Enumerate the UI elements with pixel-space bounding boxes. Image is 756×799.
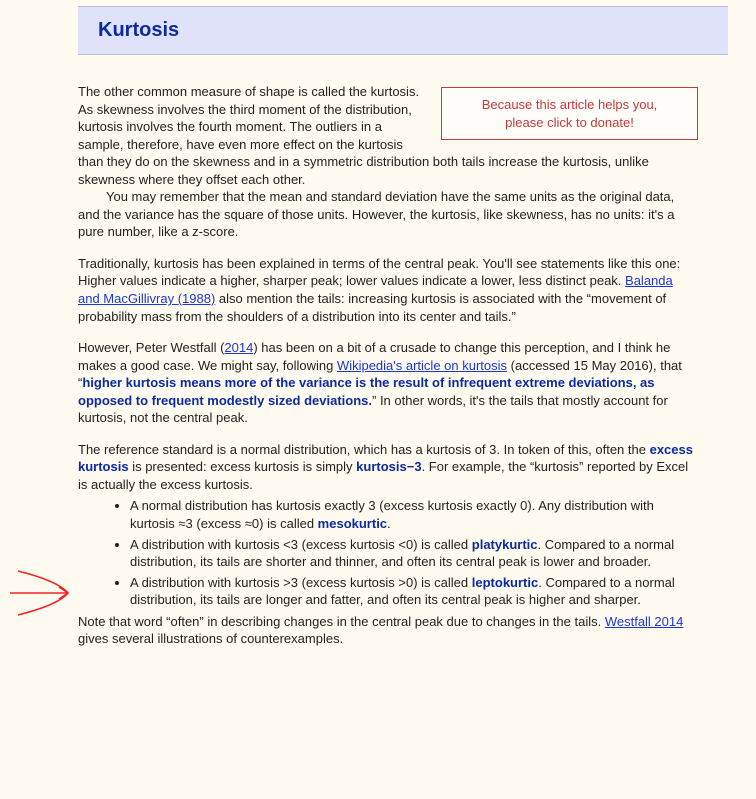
para-westfall: However, Peter Westfall (2014) has been … <box>78 339 698 427</box>
list-item: A normal distribution has kurtosis exact… <box>130 497 698 532</box>
list-item: A distribution with kurtosis <3 (excess … <box>130 536 698 571</box>
title-bar: Kurtosis <box>78 6 728 55</box>
b1a: A normal distribution has kurtosis exact… <box>130 498 654 531</box>
para-intro-b: You may remember that the mean and stand… <box>78 189 674 239</box>
link-wikipedia[interactable]: Wikipedia's article on kurtosis <box>337 358 507 373</box>
article-body: Because this article helps you, please c… <box>78 55 728 648</box>
b3a: A distribution with kurtosis >3 (excess … <box>130 575 472 590</box>
donate-line2: please click to donate! <box>505 115 634 130</box>
page-title: Kurtosis <box>98 19 179 41</box>
kurtosis-types-list: A normal distribution has kurtosis exact… <box>130 497 698 608</box>
link-2014[interactable]: 2014 <box>224 340 253 355</box>
para-note: Note that word “often” in describing cha… <box>78 613 698 648</box>
term-platykurtic: platykurtic <box>472 537 538 552</box>
para-reference: The reference standard is a normal distr… <box>78 441 698 494</box>
term-mesokurtic: mesokurtic <box>318 516 387 531</box>
b1c: . <box>387 516 391 531</box>
p4a: The reference standard is a normal distr… <box>78 442 650 457</box>
term-leptokurtic: leptokurtic <box>472 575 538 590</box>
list-item: A distribution with kurtosis >3 (excess … <box>130 574 698 609</box>
donate-line1: Because this article helps you, <box>482 97 658 112</box>
donate-callout[interactable]: Because this article helps you, please c… <box>441 87 698 140</box>
link-westfall-2014[interactable]: Westfall 2014 <box>605 614 684 629</box>
p2-pre: Traditionally, kurtosis has been explain… <box>78 256 680 289</box>
p4b: is presented: excess kurtosis is simply <box>129 459 357 474</box>
p3a: However, Peter Westfall ( <box>78 340 224 355</box>
b2a: A distribution with kurtosis <3 (excess … <box>130 537 472 552</box>
para-traditional: Traditionally, kurtosis has been explain… <box>78 255 698 325</box>
p5a: Note that word “often” in describing cha… <box>78 614 605 629</box>
p5b: gives several illustrations of counterex… <box>78 631 343 646</box>
emph-kurt3: kurtosis−3 <box>356 459 421 474</box>
